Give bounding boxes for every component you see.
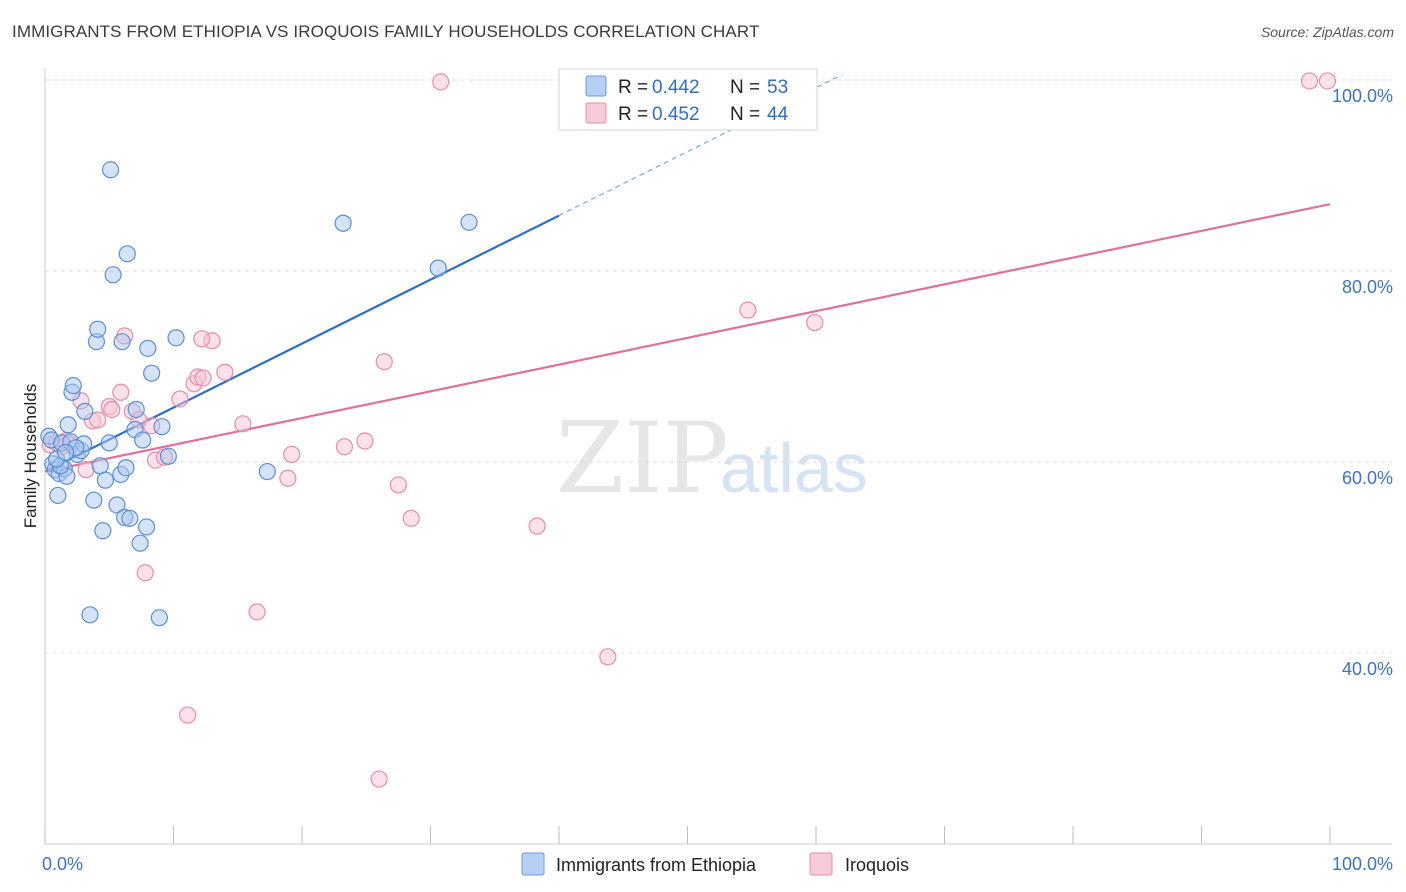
point-ethiopia-18 xyxy=(85,491,103,509)
point-iroquois-23 xyxy=(194,369,212,387)
point-ethiopia-17 xyxy=(81,606,99,624)
bottom-legend-swatch-pink xyxy=(809,852,833,876)
point-iroquois-10 xyxy=(103,400,121,419)
point-ethiopia-46 xyxy=(429,259,447,277)
point-ethiopia-12 xyxy=(64,377,82,395)
watermark-zip: ZIP xyxy=(556,402,729,516)
point-ethiopia-30 xyxy=(117,459,135,477)
point-iroquois-38 xyxy=(599,648,617,666)
legend-r-label-1: R = xyxy=(618,77,648,98)
grid xyxy=(45,79,1392,654)
point-ethiopia-16 xyxy=(76,402,94,420)
point-ethiopia-32 xyxy=(121,509,139,527)
point-ethiopia-37 xyxy=(137,518,156,536)
point-ethiopia-26 xyxy=(108,496,126,514)
y-tick-label-1: 60.0% xyxy=(1342,468,1393,488)
point-ethiopia-44 xyxy=(258,462,276,481)
bottom-legend-iroquois: Iroquois xyxy=(845,855,909,875)
point-iroquois-34 xyxy=(389,476,407,494)
tick-labels: 40.0% 60.0% 80.0% 100.0% 0.0% 100.0% xyxy=(42,86,1393,874)
point-ethiopia-41 xyxy=(153,418,171,436)
point-iroquois-41 xyxy=(1300,72,1319,90)
axes xyxy=(44,68,1392,845)
y-tick-label-3: 100.0% xyxy=(1332,86,1393,106)
trend-line-iroquois xyxy=(44,203,1331,473)
legend-r-value-1: 0.442 xyxy=(652,77,700,98)
bottom-legend: Immigrants from Ethiopia Iroquois xyxy=(521,852,909,876)
point-iroquois-33 xyxy=(375,353,393,371)
point-ethiopia-43 xyxy=(167,329,185,347)
point-ethiopia-31 xyxy=(118,245,136,263)
legend-r-label-2: R = xyxy=(618,104,648,125)
point-iroquois-35 xyxy=(402,509,420,527)
scatter-points xyxy=(40,72,1337,788)
point-ethiopia-39 xyxy=(143,364,161,382)
point-ethiopia-52 xyxy=(100,434,118,452)
watermark-atlas: atlas xyxy=(720,429,868,507)
point-iroquois-8 xyxy=(89,411,107,429)
point-iroquois-6 xyxy=(77,461,95,479)
y-tick-label-2: 80.0% xyxy=(1342,277,1393,297)
point-ethiopia-38 xyxy=(139,339,157,357)
point-iroquois-25 xyxy=(216,363,234,381)
y-tick-label-0: 40.0% xyxy=(1342,659,1393,679)
legend-swatch-pink xyxy=(585,102,607,124)
point-ethiopia-21 xyxy=(91,457,109,475)
point-iroquois-11 xyxy=(112,383,130,401)
point-ethiopia-35 xyxy=(131,534,149,552)
point-ethiopia-20 xyxy=(89,320,107,338)
legend-box: R = 0.442 N = 53 R = 0.452 N = 44 xyxy=(558,68,818,131)
point-iroquois-20 xyxy=(179,706,197,724)
x-tick-label-0: 0.0% xyxy=(42,854,83,874)
bottom-legend-ethiopia: Immigrants from Ethiopia xyxy=(556,855,757,875)
point-iroquois-28 xyxy=(279,469,297,487)
y-axis-label: Family Households xyxy=(21,384,40,529)
point-ethiopia-24 xyxy=(101,161,120,179)
legend-n-value-2: 44 xyxy=(767,104,789,125)
legend-n-label-2: N = xyxy=(730,104,760,125)
point-iroquois-15 xyxy=(136,564,154,582)
point-ethiopia-42 xyxy=(159,447,177,465)
point-iroquois-30 xyxy=(335,438,354,456)
point-iroquois-42 xyxy=(1318,72,1337,90)
point-ethiopia-23 xyxy=(96,471,114,489)
point-ethiopia-47 xyxy=(460,213,478,231)
legend-n-value-1: 53 xyxy=(767,77,788,98)
legend-r-value-2: 0.452 xyxy=(652,104,700,125)
point-ethiopia-4 xyxy=(49,486,67,505)
point-iroquois-27 xyxy=(248,603,266,621)
point-iroquois-32 xyxy=(370,770,388,788)
point-ethiopia-45 xyxy=(334,214,352,232)
point-iroquois-29 xyxy=(283,445,301,463)
point-ethiopia-51 xyxy=(56,443,75,462)
point-ethiopia-25 xyxy=(104,266,122,284)
point-iroquois-40 xyxy=(806,313,824,332)
point-iroquois-26 xyxy=(234,415,252,433)
point-iroquois-19 xyxy=(171,390,189,408)
source-label: Source: ZipAtlas.com xyxy=(1260,24,1394,40)
bottom-legend-swatch-blue xyxy=(521,852,545,876)
chart-title: IMMIGRANTS FROM ETHIOPIA VS IROQUOIS FAM… xyxy=(12,22,760,41)
point-ethiopia-36 xyxy=(134,431,152,449)
point-ethiopia-40 xyxy=(150,609,168,627)
point-iroquois-36 xyxy=(432,73,450,91)
point-iroquois-31 xyxy=(356,432,374,450)
point-ethiopia-28 xyxy=(113,333,131,351)
legend-n-label-1: N = xyxy=(730,77,760,98)
point-iroquois-37 xyxy=(528,517,546,535)
legend-swatch-blue xyxy=(585,75,607,97)
point-ethiopia-33 xyxy=(127,400,145,419)
point-ethiopia-22 xyxy=(94,522,112,540)
point-iroquois-43 xyxy=(193,330,211,348)
point-iroquois-39 xyxy=(739,301,757,319)
x-tick-label-1: 100.0% xyxy=(1332,854,1393,874)
point-ethiopia-9 xyxy=(59,416,77,434)
